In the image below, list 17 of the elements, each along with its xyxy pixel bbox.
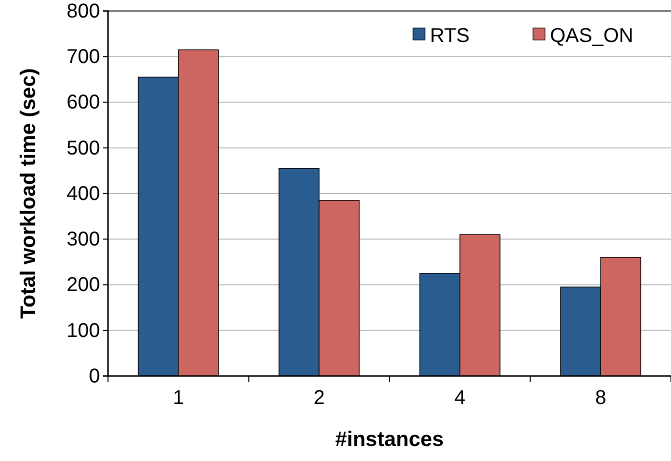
y-axis-title: Total workload time (sec) xyxy=(17,68,40,319)
legend-label: QAS_ON xyxy=(550,25,634,47)
x-tick-label: 4 xyxy=(454,387,466,410)
y-tick-label: 200 xyxy=(66,274,100,296)
x-axis-title: #instances xyxy=(335,428,444,451)
x-tick-label: 1 xyxy=(172,387,184,410)
y-tick-label: 0 xyxy=(88,365,100,388)
x-tick-label: 2 xyxy=(314,387,325,410)
y-tick-label: 600 xyxy=(66,92,100,114)
legend-label: RTS xyxy=(430,25,470,47)
y-tick-label: 700 xyxy=(66,46,100,68)
y-tick-label: 500 xyxy=(66,137,100,160)
y-tick-label: 300 xyxy=(66,228,100,251)
y-tick-label: 100 xyxy=(66,320,100,342)
x-tick-label: 8 xyxy=(595,387,606,410)
y-tick-label: 800 xyxy=(66,0,100,22)
y-tick-label: 400 xyxy=(66,182,100,205)
